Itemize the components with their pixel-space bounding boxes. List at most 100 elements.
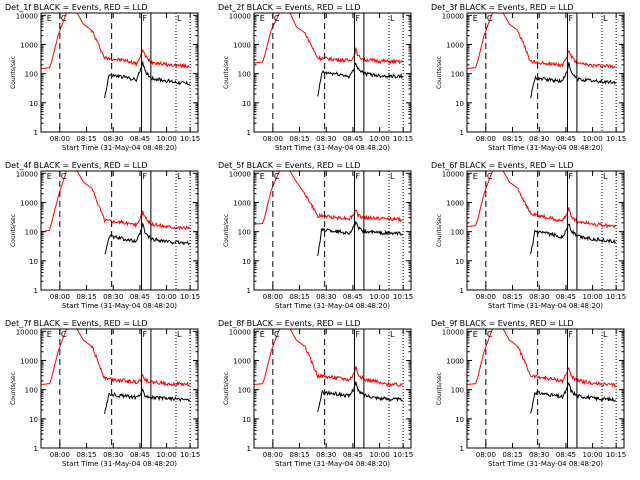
panel-title: Det_1f BLACK = Events, RED = LLD [5,3,148,12]
y-tick-label: 10000 [229,12,251,20]
flag-letter: E [473,172,478,181]
x-tick-label: 08:00 [263,451,283,459]
flag-letter: F [355,172,360,181]
x-tick-label: 08:30 [316,451,336,459]
panel-title: Det_2f BLACK = Events, RED = LLD [218,3,361,12]
plot-area [254,171,403,257]
y-tick-label: 1 [34,287,38,295]
lld-series-line [41,171,190,233]
x-axis-label: Start Time (31-May-04 08:48:20) [275,460,390,468]
y-tick-label: 10000 [442,170,464,178]
x-tick-label: 10:00 [157,451,177,459]
plot-frame [466,12,625,133]
lld-series-line [467,329,616,388]
y-tick-label: 100 [238,387,251,395]
x-tick-label: 10:15 [393,451,413,459]
lld-series-line [41,13,190,69]
plot-area [467,171,616,255]
panel-title: Det_7f BLACK = Events, RED = LLD [5,319,148,328]
plot-frame [466,170,625,291]
y-tick-label: 100 [25,387,38,395]
flag-letter: L [177,330,182,339]
panel-1: Det_1f BLACK = Events, RED = LLD E C F L 1 10 1… [5,3,200,152]
flag-letter: F [568,14,573,23]
panel-4: Det_4f BLACK = Events, RED = LLD E C F L 1 10 1… [5,161,200,310]
y-tick-label: 10 [242,100,251,108]
y-tick-label: 10 [29,416,38,424]
plot-frame [40,328,199,449]
x-tick-label: 08:15 [76,293,96,301]
x-tick-label: 08:00 [263,293,283,301]
flag-letter: C [274,172,280,181]
x-tick-label: 08:15 [289,293,309,301]
panel-7: Det_7f BLACK = Events, RED = LLD E C F L 1 10 1… [5,319,200,468]
flag-letter: L [603,172,608,181]
x-axis-label: Start Time (31-May-04 08:48:20) [488,460,603,468]
panel-3: Det_3f BLACK = Events, RED = LLD E C F L 1 10 1… [431,3,626,152]
x-tick-label: 10:15 [606,293,626,301]
flag-letter: F [568,172,573,181]
y-tick-label: 1000 [446,199,464,207]
y-tick-label: 10 [455,100,464,108]
panel-title: Det_4f BLACK = Events, RED = LLD [5,161,148,170]
x-tick-label: 08:45 [343,451,363,459]
x-tick-label: 08:45 [556,293,576,301]
panel-title: Det_9f BLACK = Events, RED = LLD [431,319,574,328]
x-tick-label: 10:00 [583,135,603,143]
y-tick-label: 10000 [229,328,251,336]
x-tick-label: 08:30 [529,451,549,459]
plot-frame [40,12,199,133]
x-tick-label: 10:00 [157,135,177,143]
x-axis-label: Start Time (31-May-04 08:48:20) [62,144,177,152]
y-axis-label: Counts/sec [10,56,17,89]
panel-title: Det_8f BLACK = Events, RED = LLD [218,319,361,328]
panel-title: Det_3f BLACK = Events, RED = LLD [431,3,574,12]
lld-series-line [467,13,616,69]
plot-area [467,329,616,414]
y-tick-label: 1 [460,287,464,295]
flag-letter: C [61,172,67,181]
flag-letter: L [603,14,608,23]
x-tick-label: 10:00 [370,293,390,301]
y-tick-label: 10 [29,258,38,266]
plot-area [254,329,403,413]
flag-letter: F [355,330,360,339]
y-axis-label: Counts/sec [436,372,443,405]
y-tick-label: 1 [34,129,38,137]
x-tick-label: 08:45 [556,135,576,143]
events-series-line [317,62,403,97]
x-tick-label: 08:15 [289,135,309,143]
x-axis-label: Start Time (31-May-04 08:48:20) [62,302,177,310]
x-tick-label: 10:15 [606,135,626,143]
plot-frame [253,170,412,291]
flag-letter: E [473,330,478,339]
flag-letter: F [142,330,147,339]
flag-letter: E [260,330,265,339]
y-tick-label: 100 [25,71,38,79]
y-tick-label: 10000 [16,170,38,178]
flag-letter: E [473,14,478,23]
events-series-line [530,223,616,255]
x-tick-label: 08:45 [130,293,150,301]
events-series-line [530,381,616,414]
x-axis-label: Start Time (31-May-04 08:48:20) [488,144,603,152]
flag-letter: L [390,14,395,23]
panel-8: Det_8f BLACK = Events, RED = LLD E C F L 1 10 1… [218,319,413,468]
plot-area [41,171,190,255]
flag-letter: F [142,14,147,23]
x-tick-label: 08:15 [502,451,522,459]
flag-letter: L [177,172,182,181]
x-tick-label: 08:00 [476,293,496,301]
x-tick-label: 08:15 [76,135,96,143]
flag-letter: E [47,14,52,23]
flag-letter: L [603,330,608,339]
flag-letter: L [390,172,395,181]
panel-title: Det_5f BLACK = Events, RED = LLD [218,161,361,170]
flag-letter: E [260,172,265,181]
x-tick-label: 08:30 [316,135,336,143]
x-tick-label: 08:15 [289,451,309,459]
x-tick-label: 08:00 [476,135,496,143]
x-tick-label: 10:15 [180,293,200,301]
flag-letter: C [61,14,67,23]
